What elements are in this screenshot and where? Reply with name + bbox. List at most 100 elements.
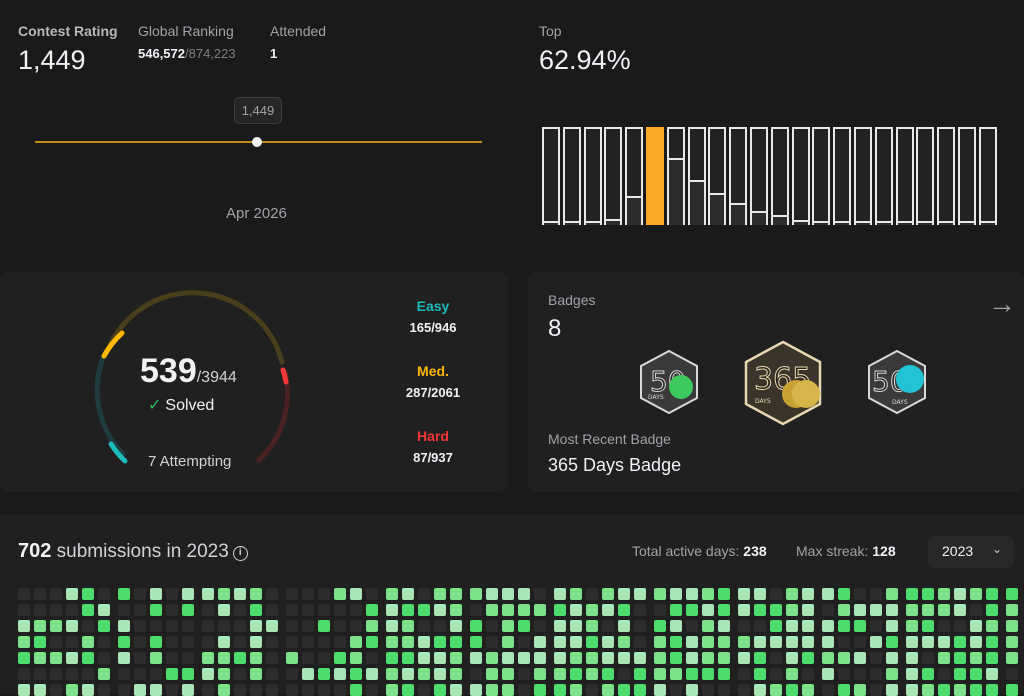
- heatmap-cell[interactable]: [34, 636, 46, 648]
- heatmap-cell[interactable]: [618, 684, 630, 696]
- heatmap-cell[interactable]: [182, 588, 194, 600]
- heatmap-cell[interactable]: [654, 684, 666, 696]
- heatmap-cell[interactable]: [770, 652, 782, 664]
- heatmap-cell[interactable]: [118, 636, 130, 648]
- heatmap-cell[interactable]: [954, 636, 966, 648]
- heatmap-cell[interactable]: [50, 620, 62, 632]
- heatmap-cell[interactable]: [250, 636, 262, 648]
- heatmap-cell[interactable]: [986, 620, 998, 632]
- heatmap-cell[interactable]: [922, 652, 934, 664]
- heatmap-cell[interactable]: [98, 620, 110, 632]
- heatmap-cell[interactable]: [986, 652, 998, 664]
- heatmap-cell[interactable]: [266, 604, 278, 616]
- heatmap-cell[interactable]: [686, 620, 698, 632]
- heatmap-cell[interactable]: [754, 684, 766, 696]
- heatmap-cell[interactable]: [166, 620, 178, 632]
- heatmap-cell[interactable]: [502, 620, 514, 632]
- heatmap-cell[interactable]: [534, 620, 546, 632]
- heatmap-cell[interactable]: [718, 652, 730, 664]
- heatmap-cell[interactable]: [738, 684, 750, 696]
- heatmap-cell[interactable]: [366, 636, 378, 648]
- heatmap-cell[interactable]: [402, 652, 414, 664]
- heatmap-cell[interactable]: [386, 588, 398, 600]
- heatmap-cell[interactable]: [34, 620, 46, 632]
- heatmap-cell[interactable]: [366, 684, 378, 696]
- heatmap-cell[interactable]: [150, 668, 162, 680]
- heatmap-cell[interactable]: [450, 636, 462, 648]
- heatmap-cell[interactable]: [886, 604, 898, 616]
- heatmap-cell[interactable]: [518, 684, 530, 696]
- heatmap-cell[interactable]: [634, 604, 646, 616]
- heatmap-cell[interactable]: [886, 620, 898, 632]
- heatmap-cell[interactable]: [870, 604, 882, 616]
- heatmap-cell[interactable]: [702, 684, 714, 696]
- heatmap-cell[interactable]: [718, 684, 730, 696]
- heatmap-cell[interactable]: [450, 668, 462, 680]
- heatmap-cell[interactable]: [654, 652, 666, 664]
- heatmap-cell[interactable]: [202, 684, 214, 696]
- heatmap-cell[interactable]: [50, 684, 62, 696]
- heatmap-cell[interactable]: [854, 604, 866, 616]
- heatmap-cell[interactable]: [150, 636, 162, 648]
- heatmap-cell[interactable]: [350, 604, 362, 616]
- heatmap-cell[interactable]: [366, 588, 378, 600]
- heatmap-cell[interactable]: [366, 668, 378, 680]
- heatmap-cell[interactable]: [986, 636, 998, 648]
- heatmap-cell[interactable]: [534, 588, 546, 600]
- heatmap-cell[interactable]: [970, 668, 982, 680]
- heatmap-cell[interactable]: [770, 604, 782, 616]
- heatmap-cell[interactable]: [166, 684, 178, 696]
- heatmap-cell[interactable]: [906, 620, 918, 632]
- heatmap-cell[interactable]: [570, 620, 582, 632]
- heatmap-cell[interactable]: [570, 684, 582, 696]
- heatmap-cell[interactable]: [1006, 588, 1018, 600]
- heatmap-cell[interactable]: [554, 684, 566, 696]
- heatmap-cell[interactable]: [18, 604, 30, 616]
- heatmap-cell[interactable]: [366, 620, 378, 632]
- heatmap-cell[interactable]: [938, 604, 950, 616]
- heatmap-cell[interactable]: [786, 636, 798, 648]
- heatmap-cell[interactable]: [66, 604, 78, 616]
- heatmap-cell[interactable]: [302, 636, 314, 648]
- heatmap-cell[interactable]: [922, 620, 934, 632]
- heatmap-cell[interactable]: [218, 620, 230, 632]
- heatmap-cell[interactable]: [1006, 620, 1018, 632]
- heatmap-cell[interactable]: [182, 604, 194, 616]
- heatmap-cell[interactable]: [366, 604, 378, 616]
- heatmap-cell[interactable]: [954, 684, 966, 696]
- heatmap-cell[interactable]: [602, 604, 614, 616]
- heatmap-cell[interactable]: [906, 684, 918, 696]
- heatmap-cell[interactable]: [886, 636, 898, 648]
- heatmap-cell[interactable]: [350, 636, 362, 648]
- heatmap-cell[interactable]: [418, 636, 430, 648]
- heatmap-cell[interactable]: [586, 652, 598, 664]
- heatmap-cell[interactable]: [702, 652, 714, 664]
- heatmap-cell[interactable]: [938, 684, 950, 696]
- heatmap-cell[interactable]: [334, 636, 346, 648]
- heatmap-cell[interactable]: [502, 668, 514, 680]
- heatmap-cell[interactable]: [182, 684, 194, 696]
- heatmap-cell[interactable]: [634, 684, 646, 696]
- heatmap-cell[interactable]: [634, 668, 646, 680]
- heatmap-cell[interactable]: [702, 588, 714, 600]
- heatmap-cell[interactable]: [350, 620, 362, 632]
- heatmap-cell[interactable]: [302, 652, 314, 664]
- heatmap-cell[interactable]: [986, 588, 998, 600]
- heatmap-cell[interactable]: [954, 588, 966, 600]
- heatmap-cell[interactable]: [266, 620, 278, 632]
- heatmap-cell[interactable]: [486, 684, 498, 696]
- heatmap-cell[interactable]: [738, 588, 750, 600]
- heatmap-cell[interactable]: [286, 604, 298, 616]
- heatmap-cell[interactable]: [654, 668, 666, 680]
- heatmap-cell[interactable]: [98, 604, 110, 616]
- heatmap-cell[interactable]: [554, 652, 566, 664]
- heatmap-cell[interactable]: [202, 588, 214, 600]
- heatmap-cell[interactable]: [906, 636, 918, 648]
- heatmap-cell[interactable]: [554, 588, 566, 600]
- heatmap-cell[interactable]: [670, 604, 682, 616]
- heatmap-cell[interactable]: [586, 620, 598, 632]
- heatmap-cell[interactable]: [618, 668, 630, 680]
- heatmap-cell[interactable]: [234, 684, 246, 696]
- heatmap-cell[interactable]: [486, 620, 498, 632]
- heatmap-cell[interactable]: [302, 620, 314, 632]
